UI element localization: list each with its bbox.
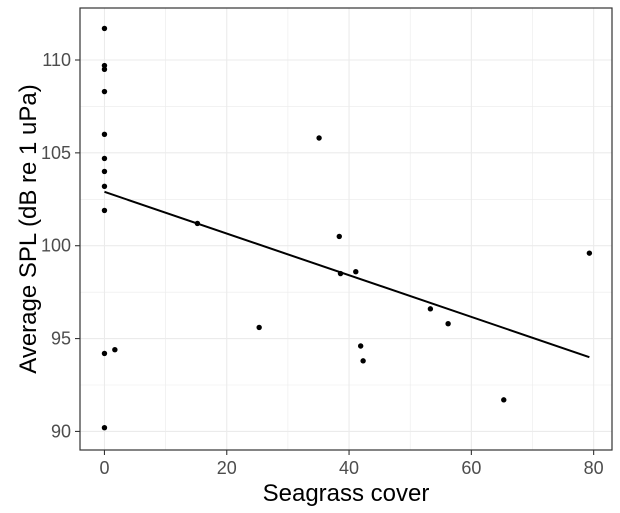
data-point [101,425,108,431]
x-tick-label: 0 [99,458,109,478]
data-point [336,233,342,240]
y-tick-label: 105 [41,143,71,163]
y-tick-label: 110 [42,50,71,70]
trend-line [104,190,590,359]
y-axis-title: Average SPL (dB re 1 uPa) [15,84,42,374]
data-point [101,25,108,32]
plot-border [79,7,613,451]
data-point [360,358,366,364]
data-point [501,397,507,403]
data-point [586,250,593,256]
data-point [256,324,262,331]
data-point [445,321,451,327]
x-axis-ticks: 0 20 40 60 80 [99,450,604,478]
data-point [357,343,364,349]
data-point [101,350,108,357]
y-tick-label: 90 [51,421,71,441]
trend-line-group [104,190,590,359]
data-point [101,88,108,95]
x-tick-label: 60 [461,458,481,478]
y-tick-label: 100 [41,236,71,256]
data-point [101,131,108,137]
y-tick-label: 95 [51,329,71,349]
x-tick-label: 80 [584,458,604,478]
data-point [101,62,108,69]
data-point [101,183,108,189]
plot-panel [80,8,612,450]
data-point [353,269,359,275]
data-point [337,270,344,277]
data-point [427,306,434,312]
data-point [101,155,108,162]
grid-major [80,8,612,450]
data-point [101,168,108,175]
data-point [316,135,322,141]
y-axis-ticks: 90 95 100 105 110 [41,50,80,441]
data-point [194,220,201,227]
data-point [101,66,108,72]
grid-minor [80,8,612,450]
data-point [101,207,108,214]
data-point [112,347,118,353]
x-axis-title: Seagrass cover [263,480,430,507]
x-tick-label: 20 [217,458,237,478]
x-tick-label: 40 [339,458,359,478]
data-points [101,25,593,431]
